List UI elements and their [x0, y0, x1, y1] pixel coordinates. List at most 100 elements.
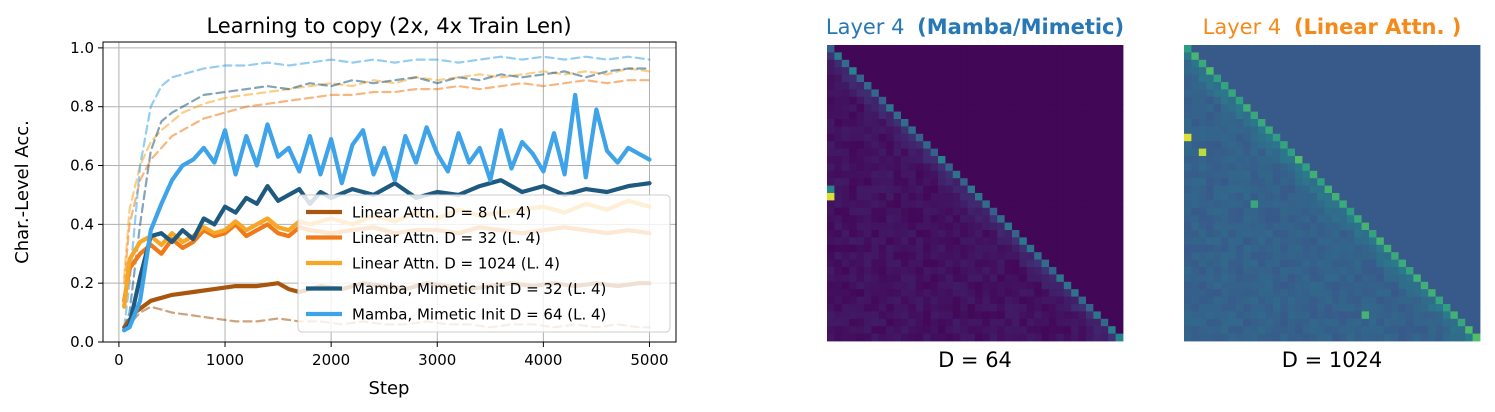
- heatmap-cell: [1093, 318, 1102, 327]
- heatmap-cell: [1041, 304, 1050, 312]
- heatmap-cell: [1413, 333, 1422, 342]
- heatmap-cell: [1093, 126, 1102, 135]
- heatmap-cell: [1086, 222, 1094, 231]
- heatmap-cell: [1383, 156, 1392, 164]
- heatmap-cell: [1287, 289, 1296, 297]
- heatmap-cell: [1383, 326, 1392, 334]
- heatmap-cell: [1063, 126, 1072, 135]
- heatmap-cell: [1019, 163, 1028, 172]
- heatmap-cell: [975, 141, 983, 149]
- heatmap-cell: [1034, 215, 1042, 223]
- heatmap-cell: [1398, 267, 1407, 275]
- heatmap-cell: [886, 311, 894, 320]
- heatmap-cell: [915, 104, 924, 112]
- heatmap-cell: [1258, 178, 1266, 186]
- heatmap-cell: [1115, 111, 1124, 120]
- heatmap-cell: [1324, 318, 1333, 327]
- heatmap-cell: [1287, 104, 1296, 112]
- heatmap-cell: [908, 222, 917, 231]
- heatmap-cell: [1280, 252, 1288, 260]
- heatmap-cell: [1465, 163, 1473, 172]
- heatmap-cell: [1450, 96, 1459, 105]
- heatmap-cell: [1221, 185, 1229, 194]
- heatmap-cell: [1361, 274, 1370, 283]
- heatmap-cell: [1078, 89, 1087, 98]
- heatmap-cell: [1309, 230, 1318, 238]
- heatmap-cell: [1265, 148, 1274, 157]
- heatmap-cell: [1324, 170, 1333, 179]
- heatmap-cell: [1324, 304, 1333, 312]
- heatmap-cell: [1361, 304, 1370, 312]
- heatmap-cell: [878, 296, 887, 305]
- heatmap-cell: [1354, 170, 1362, 179]
- heatmap-cell: [864, 252, 872, 260]
- heatmap-cell: [1272, 96, 1281, 105]
- heatmap-cell: [834, 281, 843, 290]
- heatmap-cell: [923, 89, 931, 98]
- heatmap-cell: [1056, 89, 1065, 98]
- heatmap-cell: [1391, 259, 1399, 268]
- heatmap-cell: [1041, 82, 1050, 90]
- heatmap-cell: [849, 252, 857, 260]
- heatmap-cell: [1012, 156, 1020, 164]
- heatmap-cell: [915, 289, 924, 297]
- heatmap-cell: [1012, 74, 1020, 83]
- heatmap-cell: [1071, 230, 1079, 238]
- heatmap-cell: [1041, 170, 1050, 179]
- heatmap-cell: [886, 326, 894, 334]
- heatmap-cell: [1004, 170, 1013, 179]
- heatmap-cell: [1295, 82, 1303, 90]
- heatmap-cell: [901, 148, 909, 157]
- heatmap-cell: [930, 133, 939, 142]
- heatmap-cell: [856, 163, 865, 172]
- heatmap-cell: [1346, 311, 1355, 320]
- heatmap-cell: [1472, 207, 1481, 216]
- heatmap-cell: [1376, 200, 1385, 209]
- heatmap-cell: [1361, 311, 1370, 320]
- heatmap-cell: [886, 200, 894, 209]
- heatmap-cell: [1457, 333, 1466, 342]
- heatmap-cell: [1093, 222, 1102, 231]
- heatmap-cell: [1078, 119, 1087, 127]
- heatmap-cell: [856, 200, 865, 209]
- heatmap-cell: [1428, 45, 1436, 53]
- heatmap-cell: [1228, 133, 1237, 142]
- heatmap-cell: [1041, 207, 1050, 216]
- heatmap-cell: [1034, 89, 1042, 98]
- heatmap-cell: [1086, 267, 1094, 275]
- heatmap-cell: [1049, 133, 1057, 142]
- heatmap-cell: [997, 148, 1005, 157]
- heatmap-1-xlabel: D = 64: [938, 348, 1012, 372]
- heatmap-cell: [1376, 318, 1385, 327]
- heatmap-cell: [1235, 274, 1244, 283]
- heatmap-cell: [1063, 230, 1072, 238]
- heatmap-cell: [1056, 274, 1065, 283]
- heatmap-cell: [1428, 148, 1436, 157]
- heatmap-cell: [1287, 259, 1296, 268]
- heatmap-cell: [1398, 274, 1407, 283]
- heatmap-cell: [1420, 104, 1429, 112]
- heatmap-cell: [1086, 156, 1094, 164]
- heatmap-cell: [1213, 193, 1222, 201]
- heatmap-cell: [1049, 222, 1057, 231]
- heatmap-cell: [1339, 207, 1348, 216]
- heatmap-cell: [997, 111, 1005, 120]
- heatmap-cell: [1332, 237, 1340, 246]
- heatmap-cell: [1420, 52, 1429, 61]
- heatmap-cell: [1280, 311, 1288, 320]
- heatmap-cell: [856, 133, 865, 142]
- heatmap-cell: [1206, 163, 1214, 172]
- heatmap-cell: [849, 74, 857, 83]
- heatmap-cell: [1398, 67, 1407, 75]
- heatmap-cell: [856, 59, 865, 68]
- heatmap-cell: [893, 111, 902, 120]
- heatmap-cell: [1295, 326, 1303, 334]
- heatmap-cell: [1295, 141, 1303, 149]
- heatmap-cell: [1413, 126, 1422, 135]
- heatmap-cell: [1063, 52, 1072, 61]
- heatmap-cell: [1280, 178, 1288, 186]
- heatmap-cell: [1287, 244, 1296, 253]
- heatmap-cell: [997, 89, 1005, 98]
- heatmap-cell: [1100, 133, 1109, 142]
- heatmap-cell: [1376, 133, 1385, 142]
